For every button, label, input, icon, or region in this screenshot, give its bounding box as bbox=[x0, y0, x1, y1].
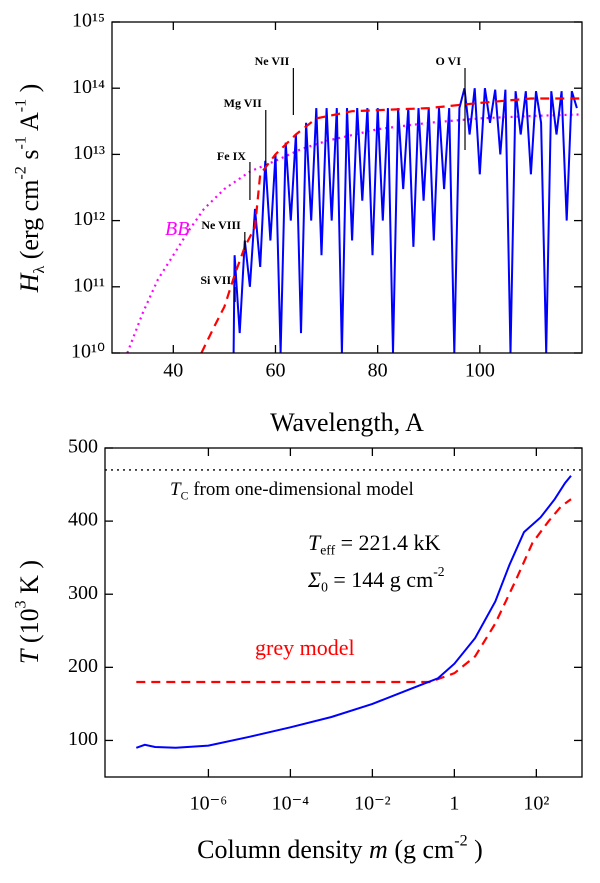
y-axis-label-part: A bbox=[15, 112, 44, 136]
annotation-part: grey model bbox=[255, 635, 355, 660]
y-tick-label: 500 bbox=[68, 436, 98, 458]
y-axis-label-part: K ) bbox=[15, 560, 44, 600]
y-tick-label: 10¹⁰ bbox=[71, 341, 105, 363]
annotation-part: eff bbox=[320, 543, 335, 558]
x-axis-label-part: ) bbox=[468, 835, 483, 864]
annotation-part: 0 bbox=[321, 580, 328, 595]
plot-area bbox=[126, 87, 580, 353]
plot-area bbox=[105, 469, 582, 749]
x-axis-label-part: Wavelength, A bbox=[270, 408, 424, 437]
y-tick-label: 100 bbox=[68, 728, 98, 750]
line-label: Ne VII bbox=[255, 54, 290, 68]
x-tick-label: 10⁻⁶ bbox=[190, 793, 228, 815]
axes-frame bbox=[104, 447, 583, 778]
y-axis-label: Hλ (erg cm-2 s-1 A-1 ) bbox=[12, 84, 47, 294]
series-line bbox=[135, 475, 572, 749]
y-axis-label-part: 3 bbox=[12, 600, 29, 608]
annotation-part: from one-dimensional model bbox=[188, 479, 413, 500]
y-tick-label: 300 bbox=[68, 582, 98, 604]
y-axis-label-part: ) bbox=[15, 84, 44, 99]
x-axis-label: Column density m (g cm-2 ) bbox=[197, 832, 483, 864]
y-tick-label: 10¹² bbox=[73, 208, 105, 230]
x-tick-label: 10⁻² bbox=[354, 793, 391, 815]
x-tick-label: 60 bbox=[265, 360, 285, 382]
y-axis-label-part: -1 bbox=[12, 136, 29, 149]
y-axis-label-part: -1 bbox=[12, 99, 29, 112]
annotation-part: T bbox=[308, 530, 322, 555]
line-label: Ne VIII bbox=[201, 218, 241, 232]
annotation: Σ0 = 144 g cm-2 bbox=[307, 564, 445, 594]
x-tick-label: 80 bbox=[368, 360, 388, 382]
x-axis-label-part: m bbox=[369, 835, 388, 864]
axes-frame bbox=[111, 21, 583, 354]
annotation-part: = 144 g cm bbox=[328, 567, 433, 592]
y-axis-label-part: -2 bbox=[12, 166, 29, 179]
line-label: O VI bbox=[436, 54, 462, 68]
y-axis-label-part: T bbox=[15, 648, 44, 664]
y-tick-label: 10¹¹ bbox=[73, 274, 105, 296]
series-line bbox=[232, 87, 578, 353]
y-axis-label-part: H bbox=[15, 272, 44, 293]
annotation-part: C bbox=[181, 489, 189, 502]
x-axis-label: Wavelength, A bbox=[270, 408, 424, 437]
annotation-part: T bbox=[170, 479, 182, 500]
y-axis-label: T (103 K ) bbox=[12, 560, 44, 664]
annotation: BB bbox=[165, 218, 189, 240]
line-label: Fe IX bbox=[217, 149, 246, 163]
y-tick-label: 400 bbox=[68, 509, 98, 531]
line-label: Si VII bbox=[200, 273, 231, 287]
annotation-part: = 221.4 kK bbox=[335, 530, 440, 555]
x-tick-label: 10⁻⁴ bbox=[272, 793, 310, 815]
annotation-part: BB bbox=[165, 218, 189, 240]
x-axis-label-part: -2 bbox=[454, 832, 467, 849]
line-label: Mg VII bbox=[224, 96, 262, 110]
annotation: grey model bbox=[255, 635, 355, 660]
series-line bbox=[200, 97, 580, 353]
x-tick-label: 100 bbox=[465, 360, 495, 382]
y-tick-label: 10¹⁵ bbox=[72, 10, 105, 32]
y-tick-label: 200 bbox=[68, 655, 98, 677]
y-tick-label: 10¹⁴ bbox=[72, 76, 105, 98]
annotation: Teff = 221.4 kK bbox=[308, 530, 441, 558]
annotation-part: -2 bbox=[433, 564, 445, 579]
y-axis-label-part: (10 bbox=[15, 608, 44, 649]
annotation: TC from one-dimensional model bbox=[170, 479, 414, 502]
x-tick-label: 40 bbox=[163, 360, 183, 382]
x-tick-label: 1 bbox=[449, 793, 459, 815]
annotation-part: Σ bbox=[307, 567, 321, 592]
x-axis-label-part: Column density bbox=[197, 835, 369, 864]
y-axis-label-part: λ bbox=[31, 266, 48, 274]
y-axis-label-part: (erg cm bbox=[15, 180, 44, 266]
x-tick-label: 10² bbox=[523, 793, 549, 815]
series-line bbox=[136, 498, 572, 684]
y-axis-label-part: s bbox=[15, 150, 44, 167]
x-axis-label-part: (g cm bbox=[388, 835, 454, 864]
y-tick-label: 10¹³ bbox=[73, 142, 105, 164]
